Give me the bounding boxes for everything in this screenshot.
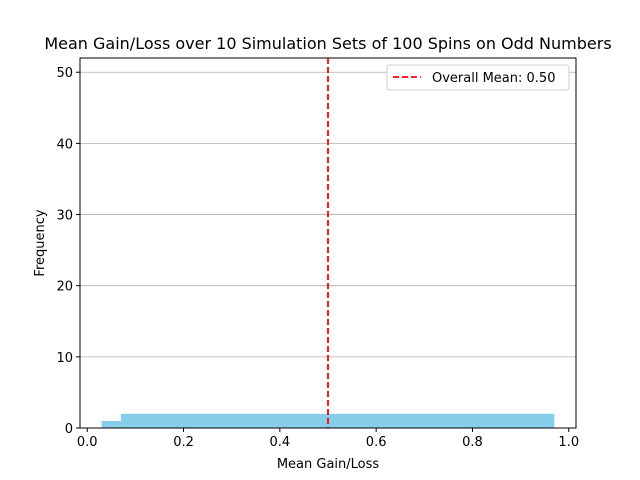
legend: Overall Mean: 0.50 [386,64,570,91]
plot-frame [79,57,577,429]
y-axis-ticks: 0 10 20 30 40 50 [56,66,80,437]
y-tick-label: 50 [56,66,73,81]
x-axis-ticks: 0.0 0.2 0.4 0.6 0.8 1.0 [77,428,579,450]
y-tick-label: 20 [56,280,73,295]
histogram-bar [101,420,121,428]
x-tick-label: 0.0 [77,435,98,450]
x-tick-label: 0.6 [366,435,387,450]
x-tick-label: 1.0 [558,435,579,450]
legend-box [386,64,570,91]
y-tick-label: 30 [56,209,73,224]
x-tick-label: 0.4 [270,435,291,450]
y-tick-label: 0 [65,422,73,437]
y-tick-label: 40 [56,137,73,152]
histogram-bar [120,413,555,428]
legend-reference-label: Overall Mean: 0.50 [432,71,555,86]
y-tick-label: 10 [56,351,73,366]
y-axis-label: Frequency [33,209,48,276]
x-tick-label: 0.2 [173,435,194,450]
histogram-bars [101,413,555,428]
x-axis-label: Mean Gain/Loss [277,457,380,472]
chart-title: Mean Gain/Loss over 10 Simulation Sets o… [44,34,611,53]
x-tick-label: 0.8 [462,435,483,450]
